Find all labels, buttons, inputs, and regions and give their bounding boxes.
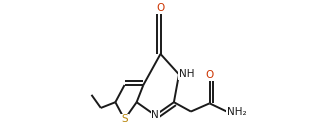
- Text: S: S: [121, 114, 128, 124]
- Text: NH₂: NH₂: [227, 106, 246, 116]
- Text: NH: NH: [179, 69, 195, 79]
- Text: O: O: [156, 3, 165, 13]
- Text: O: O: [205, 70, 214, 80]
- Text: N: N: [152, 110, 159, 120]
